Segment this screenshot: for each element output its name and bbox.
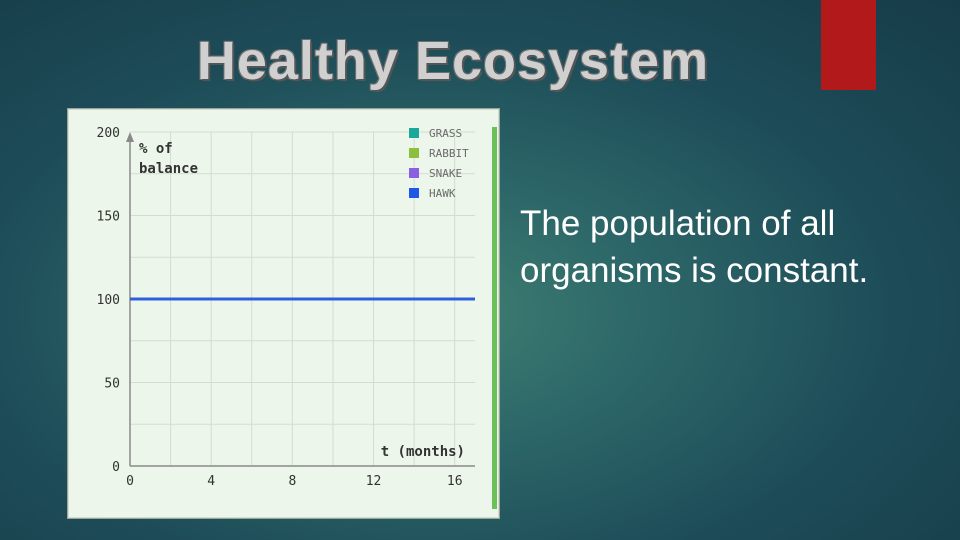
y-tick-label: 150 <box>97 210 120 225</box>
legend-swatch-grass <box>409 128 419 138</box>
y-axis-arrow <box>126 132 134 142</box>
chart-ticks: 0 50 100 150 200 0 4 8 12 16 <box>97 126 463 489</box>
body-line-1: The population of all <box>520 204 836 243</box>
x-axis-label: t (months) <box>381 444 465 460</box>
legend-swatch-snake <box>409 168 419 178</box>
x-tick-label: 8 <box>288 474 296 489</box>
x-tick-label: 0 <box>126 474 134 489</box>
legend-swatch-rabbit <box>409 148 419 158</box>
chart-legend: GRASS RABBIT SNAKE HAWK <box>409 127 469 200</box>
x-tick-label: 12 <box>366 474 382 489</box>
y-axis-label-line: balance <box>139 161 198 177</box>
x-tick-label: 4 <box>207 474 215 489</box>
chart-edge-bar <box>492 127 497 509</box>
legend-label-grass: GRASS <box>429 127 462 140</box>
slide-title: Healthy Ecosystem <box>196 31 710 91</box>
population-chart: 0 50 100 150 200 0 4 8 12 16 GRASS RABBIT SNAKE HAWK… <box>97 126 475 489</box>
legend-label-snake: SNAKE <box>429 167 462 180</box>
legend-label-hawk: HAWK <box>429 187 456 200</box>
slide-body-text: The population of all organisms is const… <box>520 200 940 294</box>
chart-grid <box>130 131 475 466</box>
y-tick-label: 200 <box>97 126 120 141</box>
chart-panel: 0 50 100 150 200 0 4 8 12 16 GRASS RABBIT SNAKE HAWK… <box>67 108 500 519</box>
body-line-2: organisms is constant. <box>520 251 869 290</box>
legend-swatch-hawk <box>409 188 419 198</box>
y-tick-label: 0 <box>112 460 120 475</box>
accent-bar <box>821 0 876 90</box>
x-tick-label: 16 <box>447 474 463 489</box>
y-tick-label: 100 <box>97 293 120 308</box>
chart-labels: % of balance t (months) <box>139 141 465 460</box>
legend-label-rabbit: RABBIT <box>429 147 469 160</box>
y-tick-label: 50 <box>104 377 120 392</box>
y-axis-label-line: % of <box>139 141 173 157</box>
